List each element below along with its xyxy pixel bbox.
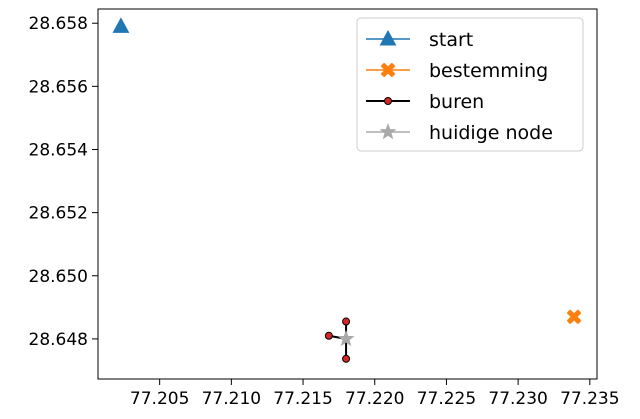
x-tick-label: 77.205 bbox=[130, 389, 189, 409]
huidige-node-point bbox=[337, 329, 355, 347]
legend-marker bbox=[379, 29, 397, 46]
start-point bbox=[112, 17, 130, 33]
legend-label: buren bbox=[429, 91, 484, 113]
y-tick-label: 28.648 bbox=[29, 330, 88, 350]
buren-point bbox=[342, 317, 351, 326]
legend-marker bbox=[380, 62, 396, 78]
legend: start bestemming buren huidige node bbox=[356, 17, 584, 152]
x-axis-ticks: 77.205 77.210 77.215 77.220 77.225 77.230 77.2… bbox=[130, 379, 620, 409]
buren-point bbox=[342, 354, 351, 363]
legend-item-bestemming: bestemming bbox=[366, 60, 548, 82]
bestemming-point bbox=[567, 309, 582, 324]
y-tick-label: 28.658 bbox=[29, 14, 88, 34]
x-tick-label: 77.225 bbox=[417, 389, 476, 409]
x-tick-label: 77.230 bbox=[488, 389, 547, 409]
legend-label: bestemming bbox=[429, 60, 548, 82]
plot-marks bbox=[112, 17, 582, 363]
legend-item-huidige-node: huidige node bbox=[366, 122, 553, 144]
y-tick-label: 28.650 bbox=[29, 267, 88, 287]
x-tick-label: 77.235 bbox=[560, 389, 619, 409]
x-tick-label: 77.215 bbox=[273, 389, 332, 409]
y-tick-label: 28.652 bbox=[29, 204, 88, 224]
legend-label: huidige node bbox=[429, 122, 553, 144]
legend-item-start: start bbox=[366, 29, 473, 51]
plot-frame bbox=[97, 8, 598, 380]
y-axis-ticks: 28.648 28.650 28.652 28.654 28.656 28.658 bbox=[29, 14, 98, 350]
legend-marker bbox=[379, 123, 397, 140]
legend-marker bbox=[384, 97, 392, 105]
x-tick-label: 77.220 bbox=[345, 389, 404, 409]
y-tick-label: 28.656 bbox=[29, 77, 88, 97]
y-tick-label: 28.654 bbox=[29, 140, 88, 160]
legend-label: start bbox=[429, 29, 473, 51]
legend-item-buren: buren bbox=[366, 91, 484, 113]
legend-box bbox=[356, 17, 584, 152]
buren-point bbox=[324, 331, 333, 340]
x-tick-label: 77.210 bbox=[202, 389, 261, 409]
